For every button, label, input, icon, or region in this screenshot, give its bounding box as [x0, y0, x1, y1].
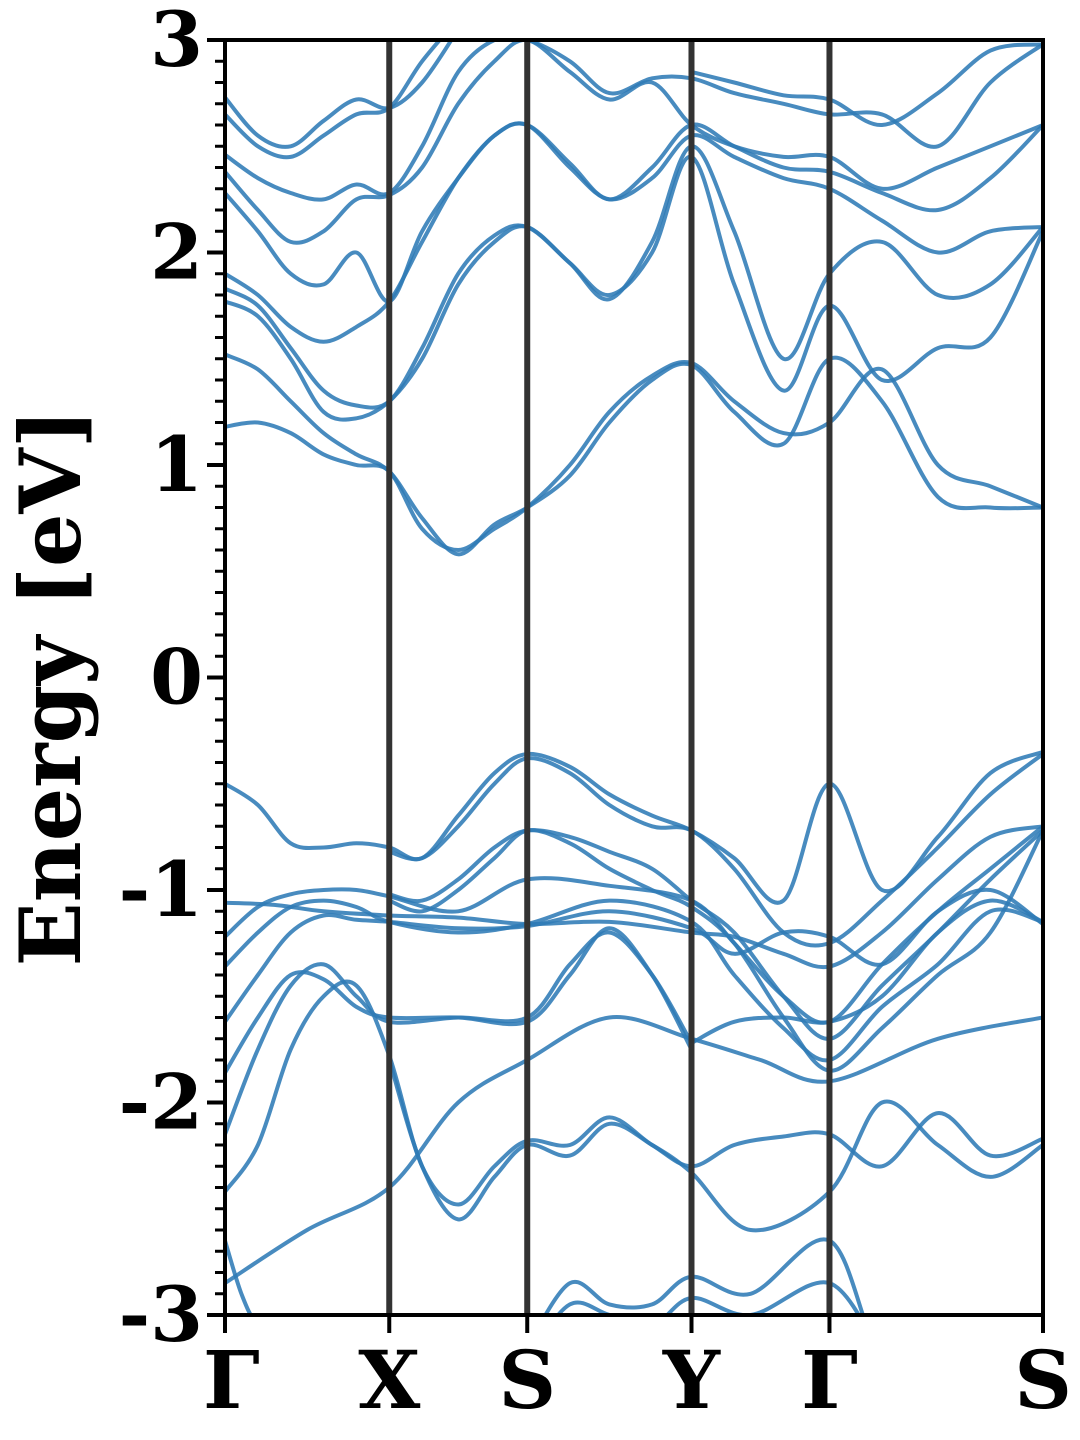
- y-tick-label: 1: [150, 420, 203, 509]
- band-line-22: [225, 40, 1043, 245]
- band-line-5: [225, 930, 694, 1137]
- y-axis-label: Energy [eV]: [1, 409, 100, 967]
- band-line-3: [225, 979, 1043, 1207]
- k-point-label: Y: [662, 1333, 721, 1427]
- y-tick-label: -1: [119, 845, 203, 934]
- y-tick-label: 2: [150, 208, 203, 297]
- band-line-23: [225, 40, 1043, 202]
- band-line-17: [225, 352, 1043, 557]
- band-line-10: [225, 824, 1043, 1025]
- band-line-21: [225, 121, 1043, 304]
- y-tick-label: -2: [119, 1058, 203, 1147]
- band-line-6: [225, 926, 694, 1075]
- band-line-9: [225, 898, 1043, 1063]
- k-point-label: S: [1014, 1333, 1072, 1427]
- band-line-13: [387, 752, 1043, 948]
- band-line-1: [225, 1015, 1043, 1286]
- band-line-16: [225, 360, 1043, 552]
- band-line-2: [225, 1238, 254, 1315]
- band-line-19: [225, 144, 1043, 410]
- band-line-25: [225, 40, 454, 149]
- band-line-18: [225, 154, 1043, 422]
- band-line-26: [689, 42, 1043, 127]
- plot-frame: [223, 38, 1045, 1317]
- y-tick-label: 0: [150, 633, 203, 722]
- band-line-8: [225, 887, 1043, 1024]
- band-line-24: [225, 40, 443, 160]
- band-line-4: [387, 1058, 1043, 1233]
- k-point-lines: [386, 40, 833, 1315]
- band-line-11: [225, 824, 1043, 970]
- band-line-12: [225, 749, 1043, 905]
- k-point-label: X: [358, 1333, 420, 1427]
- y-tick-label: 3: [150, 0, 203, 84]
- band-line-20: [225, 121, 1043, 344]
- y-tick-label: -3: [119, 1270, 203, 1359]
- k-point-label: S: [498, 1333, 556, 1427]
- k-point-label: Γ: [203, 1333, 260, 1427]
- band-lines: [225, 40, 1043, 1315]
- major-ticks: [207, 38, 1045, 1333]
- y-tick-labels: -3 -2 -1 0 1 2 3: [119, 0, 203, 1359]
- band-line-27: [543, 1237, 1003, 1315]
- k-point-label: Γ: [801, 1333, 858, 1427]
